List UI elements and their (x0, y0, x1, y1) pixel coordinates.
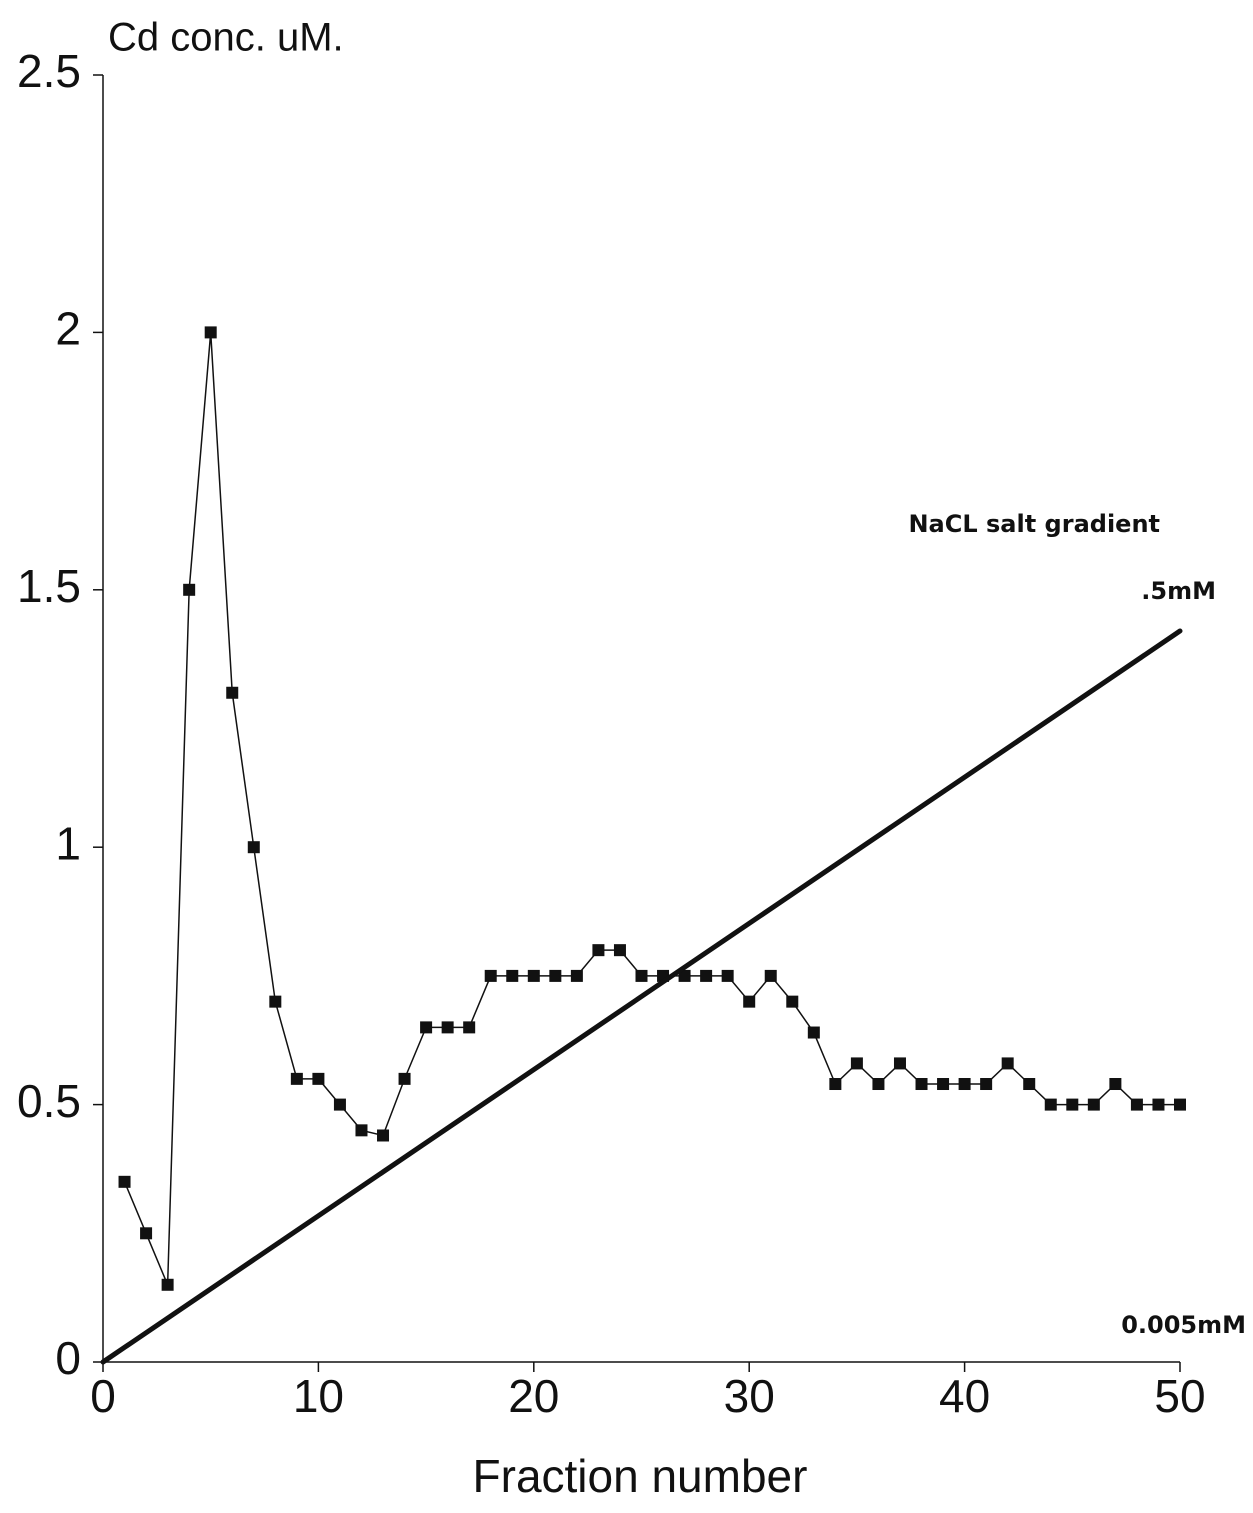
marker (678, 969, 691, 982)
marker (420, 1021, 433, 1034)
marker (355, 1124, 368, 1137)
y-tick-label: 0 (55, 1332, 81, 1384)
marker (613, 944, 626, 957)
x-tick-label: 50 (1154, 1370, 1205, 1422)
marker (1109, 1078, 1122, 1091)
marker (312, 1072, 325, 1085)
marker (140, 1227, 153, 1240)
series-label: NaCL salt gradient (908, 510, 1160, 538)
x-tick-label: 20 (508, 1370, 559, 1422)
marker (204, 326, 217, 339)
marker (570, 969, 583, 982)
marker (377, 1129, 390, 1142)
marker (915, 1078, 928, 1091)
y-tick-label: 2 (55, 303, 81, 355)
marker (635, 969, 648, 982)
marker (937, 1078, 950, 1091)
marker (980, 1078, 993, 1091)
marker (441, 1021, 454, 1034)
marker (118, 1175, 131, 1188)
marker (463, 1021, 476, 1034)
series-line (100, 628, 1183, 1365)
marker (1174, 1098, 1186, 1111)
annotation: .5mM (1141, 577, 1216, 605)
marker (743, 995, 756, 1008)
marker (807, 1026, 820, 1039)
x-tick-label: 10 (293, 1370, 344, 1422)
marker (1023, 1078, 1036, 1091)
marker (290, 1072, 303, 1085)
y-tick-label: 2.5 (17, 45, 81, 97)
y-tick-label: 0.5 (17, 1075, 81, 1127)
y-axis-label: Cd conc. uM. (108, 16, 344, 60)
marker (893, 1057, 906, 1070)
x-tick-label: 30 (724, 1370, 775, 1422)
marker (786, 995, 799, 1008)
marker (872, 1078, 885, 1091)
annotation: 0.005mM (1121, 1311, 1246, 1339)
marker (721, 969, 734, 982)
x-axis-label: Fraction number (473, 1450, 808, 1502)
series-line (123, 332, 1181, 1286)
marker (764, 969, 777, 982)
marker (592, 944, 605, 957)
x-tick-label: 40 (939, 1370, 990, 1422)
marker (527, 969, 540, 982)
marker (829, 1078, 842, 1091)
marker (700, 969, 713, 982)
marker (1066, 1098, 1079, 1111)
marker (226, 686, 239, 699)
marker (1001, 1057, 1014, 1070)
marker (269, 995, 282, 1008)
marker (506, 969, 519, 982)
marker (1152, 1098, 1165, 1111)
marker (247, 841, 260, 854)
y-tick-label: 1.5 (17, 560, 81, 612)
marker (850, 1057, 863, 1070)
x-tick-label: 0 (90, 1370, 116, 1422)
marker (1087, 1098, 1100, 1111)
marker (161, 1278, 174, 1291)
marker (183, 583, 196, 596)
marker (1044, 1098, 1057, 1111)
marker (1130, 1098, 1143, 1111)
marker (484, 969, 497, 982)
marker (958, 1078, 971, 1091)
marker (398, 1072, 411, 1085)
marker (549, 969, 562, 982)
y-tick-label: 1 (55, 817, 81, 869)
marker (333, 1098, 346, 1111)
